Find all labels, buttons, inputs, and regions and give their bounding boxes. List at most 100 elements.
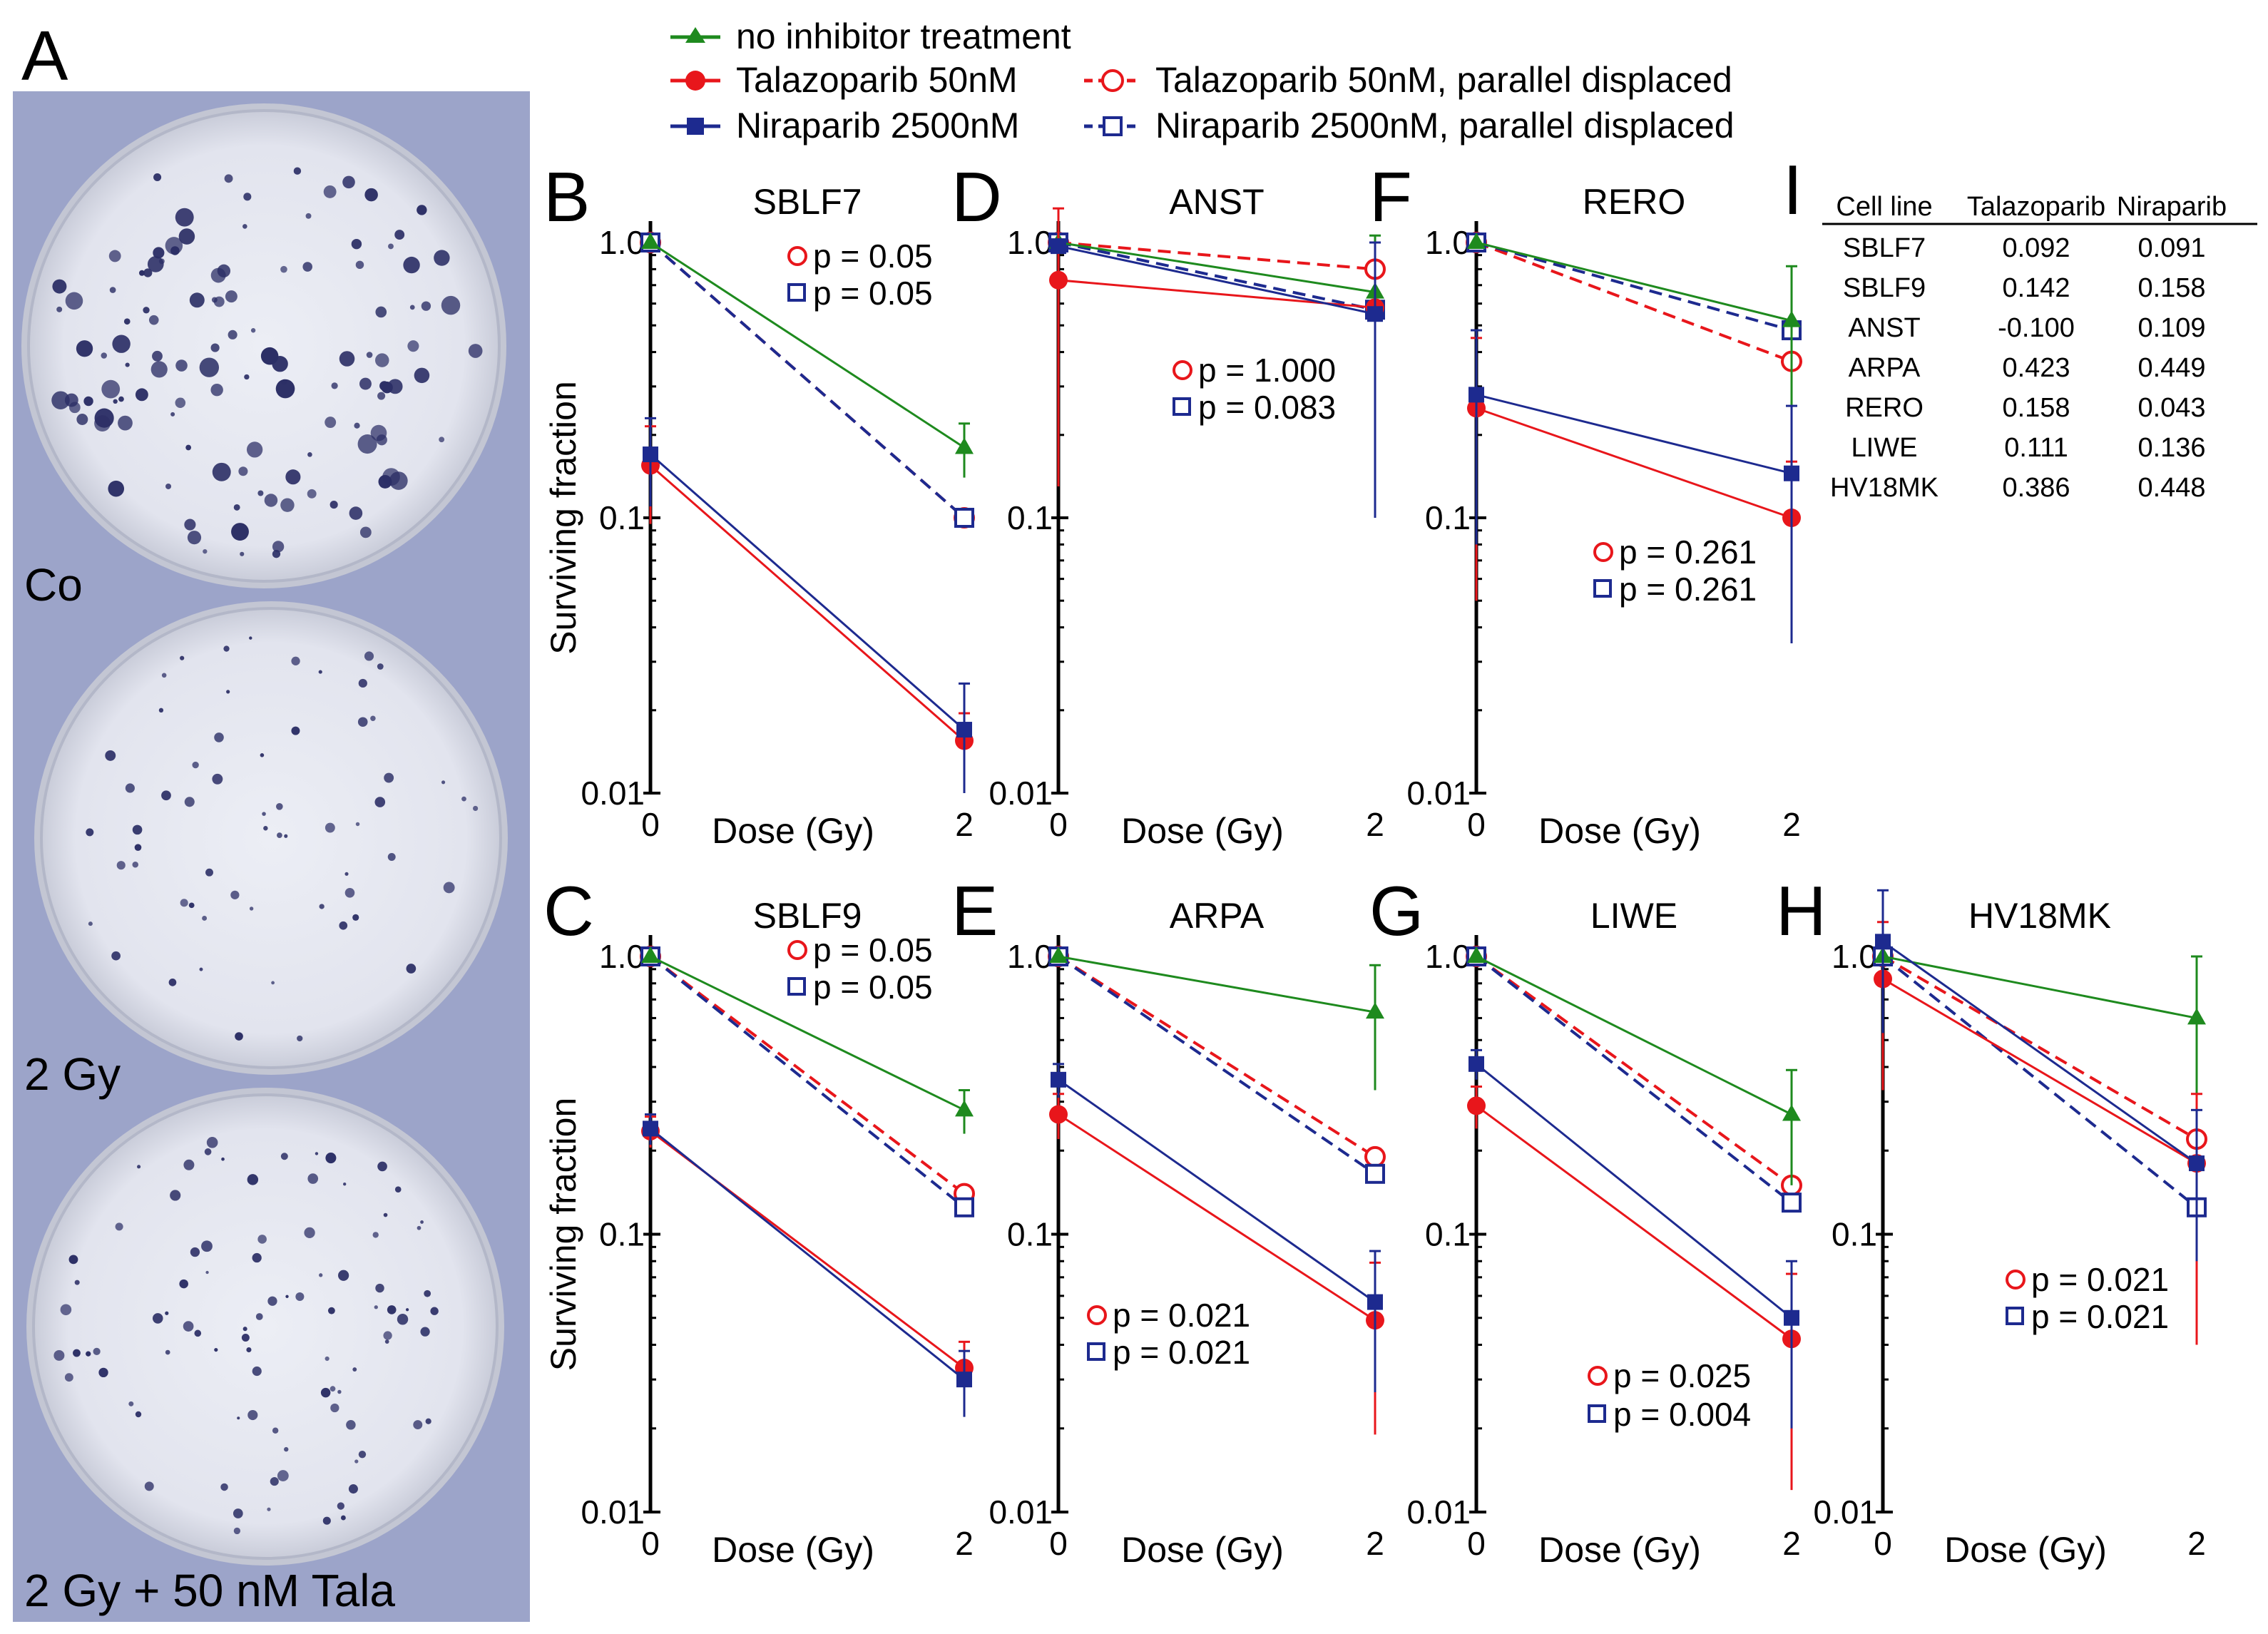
colony (143, 307, 150, 314)
colony (375, 1283, 384, 1293)
series-line (1058, 1113, 1376, 1322)
chart-sblf7: B SBLF7 0.01 0.1 1.0 0 2 Dose (Gy) Surviving fra… (543, 158, 975, 851)
colony (101, 379, 121, 399)
y-tick-label: 0.1 (1425, 1216, 1471, 1253)
colony (441, 295, 461, 315)
colony (304, 1227, 315, 1239)
y-tick-label: 1.0 (1832, 938, 1877, 975)
x-tick-label: 2 (1782, 1525, 1801, 1562)
colony (252, 1366, 262, 1377)
colony (377, 663, 384, 670)
colony (377, 392, 386, 400)
y-tick-label: 0.01 (581, 1493, 645, 1531)
data-point (1467, 946, 1486, 963)
table-cell: 0.136 (2137, 433, 2205, 463)
colony (73, 1349, 81, 1357)
colony (204, 1148, 212, 1155)
colony (161, 790, 171, 801)
data-point (1364, 1145, 1386, 1168)
table-cell: 0.091 (2137, 233, 2205, 263)
colony (339, 351, 355, 367)
data-point (1875, 934, 1891, 950)
chart-title: ANST (1169, 182, 1264, 222)
colony (109, 287, 116, 293)
colony (323, 185, 337, 198)
colony (214, 732, 224, 742)
series-tala_pd (1872, 946, 2207, 1150)
legend: no inhibitor treatment Talazoparib 50nM … (670, 16, 1735, 145)
pvalue-label: p = 0.261 (1619, 571, 1757, 608)
colony (225, 290, 237, 303)
table-row: ARPA 0.423 0.449 (1849, 353, 2206, 383)
colony (135, 388, 148, 402)
colony-photo: Co 2 Gy 2 Gy + 50 nM Tala (13, 91, 530, 1622)
y-tick-label: 0.1 (1007, 499, 1053, 536)
chart-title: ARPA (1170, 896, 1265, 936)
photo-label-2gy-tala: 2 Gy + 50 nM Tala (24, 1565, 395, 1616)
table-cell: 0.423 (2002, 353, 2070, 383)
colony (165, 483, 172, 489)
colony (272, 541, 285, 553)
colony (357, 434, 377, 454)
x-axis-label: Dose (Gy) (1538, 1530, 1701, 1570)
series-line (650, 464, 965, 742)
colony (270, 1477, 279, 1486)
colony (297, 1035, 303, 1042)
colony (199, 967, 203, 971)
colony (153, 247, 165, 259)
colony (375, 306, 387, 318)
data-point (1467, 233, 1486, 249)
colony (434, 250, 450, 266)
pvalue-marker (2006, 1270, 2026, 1290)
colony (68, 1255, 78, 1265)
colony (441, 780, 446, 785)
series-line (1476, 1063, 1792, 1319)
pvalue-marker (2006, 1307, 2024, 1325)
colony (364, 188, 378, 202)
colony (144, 1481, 154, 1491)
colony (139, 270, 145, 276)
colony (291, 726, 300, 735)
colony (86, 1351, 91, 1357)
colony (355, 260, 364, 270)
colony (325, 1153, 337, 1164)
colony (285, 1295, 289, 1298)
series-line (1476, 241, 1792, 332)
data-point (2187, 1008, 2206, 1025)
data-point (643, 1120, 658, 1137)
colony (473, 805, 479, 812)
colony (262, 812, 266, 816)
colony (280, 498, 295, 512)
photo-label-2gy: 2 Gy (24, 1048, 121, 1100)
data-point (954, 1197, 974, 1217)
colony (242, 224, 247, 229)
table-row: ANST -0.100 0.109 (1848, 313, 2205, 343)
series-line (1058, 1078, 1376, 1303)
chart-sblf9: C SBLF9 0.01 0.1 1.0 0 2 Dose (Gy) Surviving fra… (543, 872, 975, 1570)
colony (226, 690, 230, 694)
y-tick-label: 0.1 (1007, 1216, 1053, 1253)
chart-title: RERO (1583, 182, 1685, 222)
series-line (1476, 955, 1792, 1115)
colony (344, 872, 349, 876)
colony (148, 315, 159, 325)
table-cell: -0.100 (1998, 313, 2075, 343)
series-line (1476, 407, 1792, 519)
colony (318, 670, 322, 674)
colony (383, 1212, 388, 1217)
colony (210, 383, 223, 397)
colony (212, 462, 231, 481)
x-tick-label: 2 (1366, 806, 1384, 843)
series-line (1058, 955, 1376, 1013)
data-point (1782, 1193, 1802, 1213)
colony (132, 861, 139, 868)
series-line (1058, 245, 1376, 315)
colony (135, 1411, 142, 1418)
panel-letter-g: G (1369, 872, 1424, 950)
colony (291, 656, 300, 665)
colony (257, 490, 264, 496)
colony (233, 1508, 243, 1518)
y-tick-label: 0.01 (581, 775, 645, 812)
data-point (955, 437, 974, 454)
table-row: RERO 0.158 0.043 (1845, 393, 2205, 423)
